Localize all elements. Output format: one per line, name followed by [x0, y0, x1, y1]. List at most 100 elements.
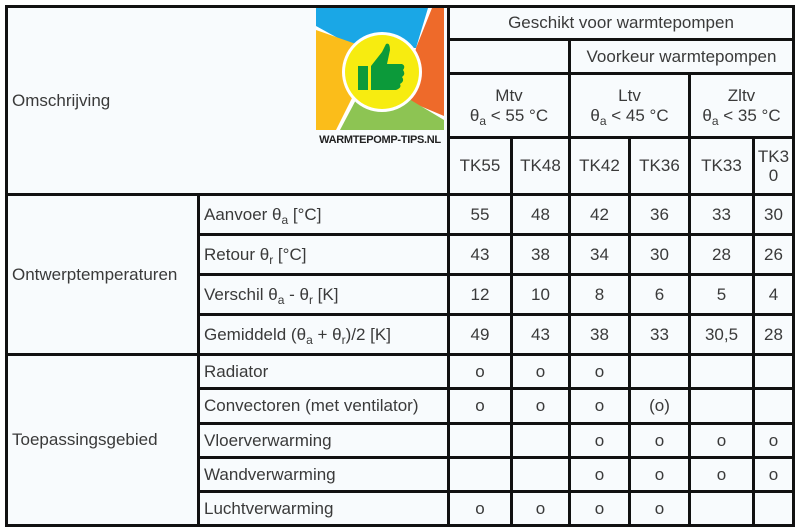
column-header-tk36: TK36	[628, 136, 691, 196]
theta-subscript: a	[711, 113, 719, 128]
section-title: Toepassingsgebied	[5, 353, 200, 527]
warmtepomp-tips-logo: WARMTEPOMP-TIPS.NL	[316, 8, 444, 150]
thumbs-up-logo-icon	[316, 8, 444, 130]
row-label: Radiator	[197, 353, 450, 390]
table-row: Toepassingsgebied Radiator o o o	[5, 353, 795, 527]
value-cell-tk36: o	[628, 456, 691, 493]
label-text: Radiator	[204, 361, 269, 381]
row-label: Convectoren (met ventilator)	[197, 387, 450, 425]
label-text: Verschil θ	[204, 284, 278, 304]
section-title: Ontwerptemperaturen	[5, 193, 200, 356]
temperature-limit: < 45 °C	[606, 105, 669, 125]
value-cell-tk30	[752, 387, 795, 425]
value-cell-tk33	[688, 490, 755, 527]
label-text: Vloerverwarming	[204, 430, 332, 450]
table-row: Convectoren (met ventilator) o o o (o)	[7, 387, 795, 425]
label-text: - θ	[284, 284, 309, 304]
geschikt-header: Geschikt voor warmtepompen	[447, 5, 795, 41]
value-cell-tk42: o	[568, 387, 631, 425]
label-text: Convectoren (met ventilator)	[204, 396, 419, 415]
empty-header-cell	[447, 38, 571, 75]
value-cell-tk33: 33	[688, 193, 755, 236]
subscript: r	[341, 332, 346, 347]
value-cell-tk55: 49	[447, 313, 513, 356]
subscript: a	[277, 292, 285, 307]
label-text: Aanvoer θ	[204, 204, 282, 224]
value-cell-tk48: o	[510, 490, 571, 527]
value-cell-tk36: 33	[628, 313, 691, 356]
label-text: )/2 [K]	[345, 324, 391, 344]
logo-text: WARMTEPOMP-TIPS.NL	[319, 134, 441, 146]
theta-symbol: θ	[469, 105, 480, 125]
value-cell-tk55	[447, 456, 513, 493]
value-cell-tk30	[752, 353, 795, 390]
row-label: Wandverwarming	[197, 456, 450, 493]
value-cell-tk55: o	[447, 490, 513, 527]
label-text: [°C]	[273, 244, 307, 264]
label-text: Retour θ	[204, 244, 270, 264]
value-cell-tk55	[447, 422, 513, 459]
value-cell-tk36: 6	[628, 273, 691, 316]
subscript: a	[306, 332, 313, 347]
value-cell-tk30: 26	[752, 233, 795, 276]
row-label: Gemiddeld (θa + θr)/2 [K]	[197, 313, 450, 356]
column-header-tk55: TK55	[447, 136, 513, 196]
row-label: Retour θr [°C]	[197, 233, 450, 276]
value-cell-tk42: 42	[568, 193, 631, 236]
value-cell-tk30: o	[752, 422, 795, 459]
label-text: Luchtverwarming	[204, 498, 334, 518]
value-cell-tk48: 10	[510, 273, 571, 316]
value-cell-tk33	[688, 387, 755, 425]
theta-subscript: a	[479, 113, 487, 128]
column-header-tk42: TK42	[568, 136, 631, 196]
value-cell-tk48: 43	[510, 313, 571, 356]
subscript: a	[281, 212, 289, 227]
theta-subscript: a	[599, 113, 607, 128]
theta-symbol: θ	[590, 105, 600, 125]
value-cell-tk48: 48	[510, 193, 571, 236]
group-name: Ltv	[618, 85, 641, 105]
row-label: Vloerverwarming	[197, 422, 450, 459]
value-cell-tk42: o	[568, 490, 631, 527]
value-cell-tk55: 55	[447, 193, 513, 236]
subscript: r	[269, 252, 274, 267]
label-text: Wandverwarming	[204, 464, 336, 484]
value-cell-tk30: 4	[752, 273, 795, 316]
value-cell-tk36: 36	[628, 193, 691, 236]
value-cell-tk48: o	[510, 387, 571, 425]
omschrijving-label: Omschrijving	[12, 90, 111, 110]
label-text: Gemiddeld (θ	[204, 324, 307, 344]
value-cell-tk42: o	[568, 422, 631, 459]
value-cell-tk33: 5	[688, 273, 755, 316]
column-header-tk30: TK30	[752, 136, 795, 196]
table-row: Luchtverwarming o o o o	[7, 490, 795, 527]
table-row: Wandverwarming o o o o	[7, 456, 795, 493]
row-label: Luchtverwarming	[197, 490, 450, 527]
column-header-tk33: TK33	[688, 136, 755, 196]
label-text: + θ	[312, 324, 342, 344]
value-cell-tk36: o	[628, 422, 691, 459]
column-header-tk48: TK48	[510, 136, 571, 196]
value-cell-tk36	[628, 353, 691, 390]
table-row: Gemiddeld (θa + θr)/2 [K] 49 43 38 33 30,5 28	[7, 313, 795, 356]
value-cell-tk48	[510, 456, 571, 493]
value-cell-tk48: 38	[510, 233, 571, 276]
value-cell-tk30: 28	[752, 313, 795, 356]
value-cell-tk30: o	[752, 456, 795, 493]
temperature-limit: < 35 °C	[718, 105, 781, 125]
temperature-limit: < 55 °C	[486, 105, 549, 125]
value-cell-tk33: 28	[688, 233, 755, 276]
table-row: Verschil θa - θr [K] 12 10 8 6 5 4	[7, 273, 795, 316]
group-header-zltv: Zltv θa < 35 °C	[688, 72, 795, 139]
heat-pump-temperature-table: Omschrijving Geschikt voor warmtepompen …	[5, 5, 795, 527]
value-cell-tk42: 8	[568, 273, 631, 316]
voorkeur-header: Voorkeur warmtepompen	[568, 38, 795, 75]
group-header-mtv: Mtv θa < 55 °C	[447, 72, 571, 139]
theta-symbol: θ	[702, 105, 712, 125]
value-cell-tk33: o	[688, 422, 755, 459]
table-row: Ontwerptemperaturen Aanvoer θa [°C] 55 48 42…	[5, 193, 795, 356]
value-cell-tk42: o	[568, 353, 631, 390]
value-cell-tk36: o	[628, 490, 691, 527]
value-cell-tk55: o	[447, 353, 513, 390]
group-name: Mtv	[495, 85, 523, 105]
